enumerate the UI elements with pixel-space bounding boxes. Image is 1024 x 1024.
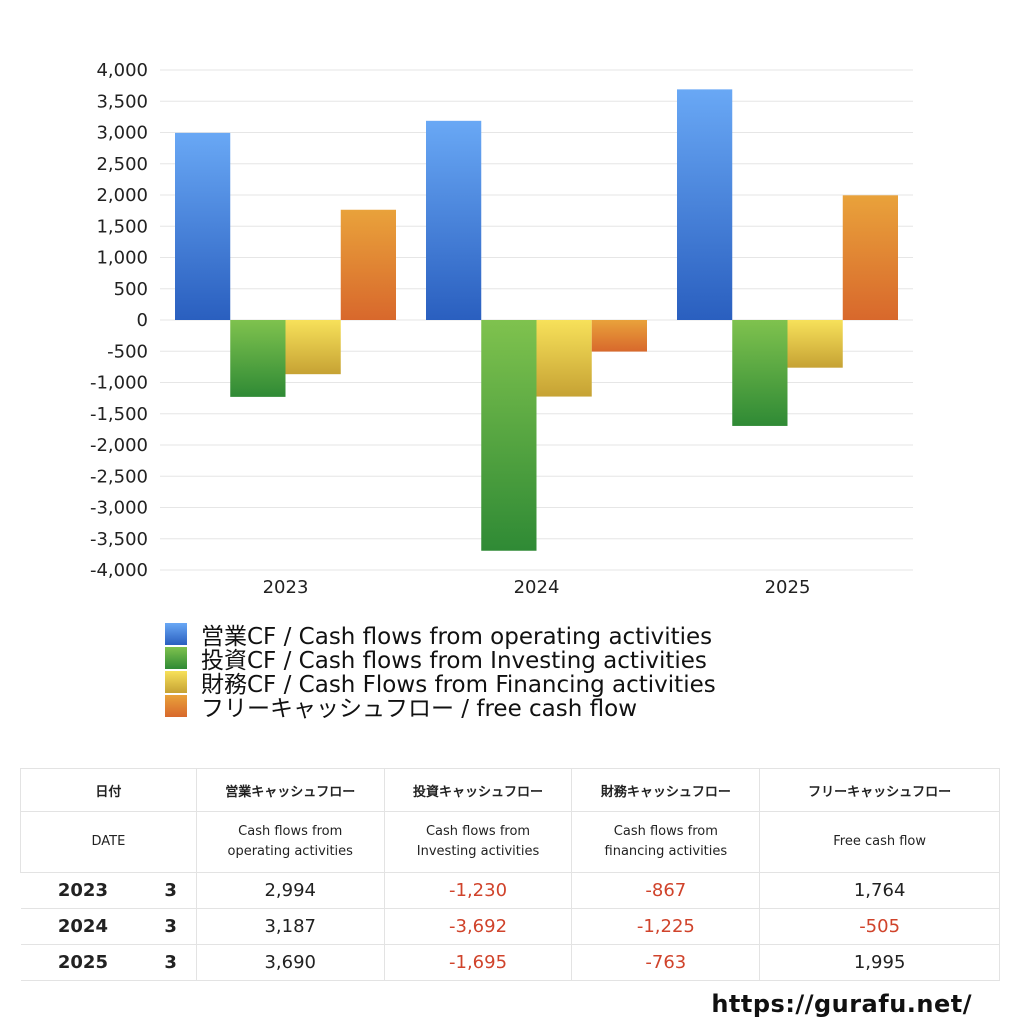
table-row: 2024 3 3,187 -3,692 -1,225 -505 xyxy=(20,908,1000,945)
y-tick-label: 2,000 xyxy=(96,185,148,206)
row-month: 3 xyxy=(145,872,197,909)
bar-financing-2025 xyxy=(787,320,843,368)
cash-flow-bar-chart: 4,000 3,500 3,000 2,500 2,000 1,500 1,000 500 0 -… xyxy=(90,60,913,598)
legend-swatch-investing xyxy=(165,647,187,669)
cell-operating: 2,994 xyxy=(195,872,385,909)
cell-free-cash-flow: -505 xyxy=(759,908,1000,945)
table-row: 2023 3 2,994 -1,230 -867 1,764 xyxy=(20,872,1000,909)
y-tick-label: 500 xyxy=(114,279,148,300)
chart-legend: 営業CF / Cash flows from operating activit… xyxy=(165,622,716,722)
cell-financing: -867 xyxy=(571,872,761,909)
bar-operating-2024 xyxy=(426,120,482,320)
y-tick-label: -2,500 xyxy=(90,466,148,487)
site-url: https://gurafu.net/ xyxy=(711,990,972,1018)
y-tick-label: -3,000 xyxy=(90,498,148,519)
y-tick-label: 3,500 xyxy=(96,91,148,112)
y-tick-label: -500 xyxy=(107,341,148,362)
header-date-jp: 日付 xyxy=(20,768,197,812)
x-tick-label: 2025 xyxy=(765,577,811,598)
header-free-cash-flow-jp: フリーキャッシュフロー xyxy=(759,768,1000,812)
y-tick-label: -2,000 xyxy=(90,435,148,456)
header-financing-jp: 財務キャッシュフロー xyxy=(571,768,761,812)
header-free-cash-flow-en: Free cash flow xyxy=(759,811,1000,873)
bar-operating-2025 xyxy=(677,89,733,320)
legend-label-operating: 営業CF / Cash flows from operating activit… xyxy=(201,624,713,650)
table-row: 2025 3 3,690 -1,695 -763 1,995 xyxy=(20,944,1000,981)
y-tick-label: 0 xyxy=(137,310,148,331)
legend-item-operating: 営業CF / Cash flows from operating activit… xyxy=(165,622,716,650)
bar-free-cash-flow-2024 xyxy=(591,320,647,352)
x-tick-label: 2023 xyxy=(263,577,309,598)
table-header-en: DATE Cash flows from operating activities… xyxy=(20,811,1000,873)
y-axis-ticks: 4,000 3,500 3,000 2,500 2,000 1,500 1,000 500 0 -… xyxy=(90,60,148,581)
row-year: 2025 xyxy=(20,944,146,981)
legend-label-investing: 投資CF / Cash flows from Investing activit… xyxy=(201,648,707,674)
row-year: 2023 xyxy=(20,872,146,909)
y-tick-label: -4,000 xyxy=(90,560,148,581)
row-month: 3 xyxy=(145,908,197,945)
row-year: 2024 xyxy=(20,908,146,945)
y-tick-label: 1,000 xyxy=(96,248,148,269)
bar-investing-2023 xyxy=(230,320,286,397)
y-tick-label: 4,000 xyxy=(96,60,148,81)
y-tick-label: 2,500 xyxy=(96,154,148,175)
bar-investing-2025 xyxy=(732,320,788,426)
y-tick-label: -3,500 xyxy=(90,529,148,550)
legend-label-free-cash-flow: フリーキャッシュフロー / free cash flow xyxy=(201,696,638,722)
bar-free-cash-flow-2025 xyxy=(842,195,898,320)
header-investing-jp: 投資キャッシュフロー xyxy=(383,768,573,812)
x-tick-label: 2024 xyxy=(514,577,560,598)
header-investing-en: Cash flows from Investing activities xyxy=(383,811,573,873)
legend-label-financing: 財務CF / Cash Flows from Financing activit… xyxy=(201,672,716,698)
legend-item-free-cash-flow: フリーキャッシュフロー / free cash flow xyxy=(165,694,716,722)
legend-item-financing: 財務CF / Cash Flows from Financing activit… xyxy=(165,670,716,698)
bar-financing-2023 xyxy=(285,320,341,375)
y-tick-label: 3,000 xyxy=(96,123,148,144)
bar-operating-2023 xyxy=(175,132,231,320)
legend-item-investing: 投資CF / Cash flows from Investing activit… xyxy=(165,646,716,674)
y-tick-label: 1,500 xyxy=(96,216,148,237)
x-axis-ticks: 2023 2024 2025 xyxy=(263,577,811,598)
cell-investing: -1,695 xyxy=(383,944,573,981)
bar-financing-2024 xyxy=(536,320,592,397)
cell-free-cash-flow: 1,995 xyxy=(759,944,1000,981)
header-financing-en: Cash flows from financing activities xyxy=(571,811,761,873)
legend-swatch-operating xyxy=(165,623,187,645)
bar-investing-2024 xyxy=(481,320,537,551)
cell-investing: -1,230 xyxy=(383,872,573,909)
cell-financing: -1,225 xyxy=(571,908,761,945)
cell-investing: -3,692 xyxy=(383,908,573,945)
header-operating-jp: 営業キャッシュフロー xyxy=(195,768,385,812)
header-operating-en: Cash flows from operating activities xyxy=(195,811,385,873)
cell-operating: 3,690 xyxy=(195,944,385,981)
bars xyxy=(175,89,898,551)
table-header-jp: 日付 営業キャッシュフロー 投資キャッシュフロー 財務キャッシュフロー フリーキ… xyxy=(20,768,1000,812)
y-tick-label: -1,000 xyxy=(90,373,148,394)
cash-flow-table: 日付 営業キャッシュフロー 投資キャッシュフロー 財務キャッシュフロー フリーキ… xyxy=(20,768,1000,981)
legend-swatch-financing xyxy=(165,671,187,693)
cell-financing: -763 xyxy=(571,944,761,981)
y-tick-label: -1,500 xyxy=(90,404,148,425)
cell-free-cash-flow: 1,764 xyxy=(759,872,1000,909)
row-month: 3 xyxy=(145,944,197,981)
legend-swatch-free-cash-flow xyxy=(165,695,187,717)
bar-free-cash-flow-2023 xyxy=(340,209,396,320)
header-date-en: DATE xyxy=(20,811,197,873)
cell-operating: 3,187 xyxy=(195,908,385,945)
